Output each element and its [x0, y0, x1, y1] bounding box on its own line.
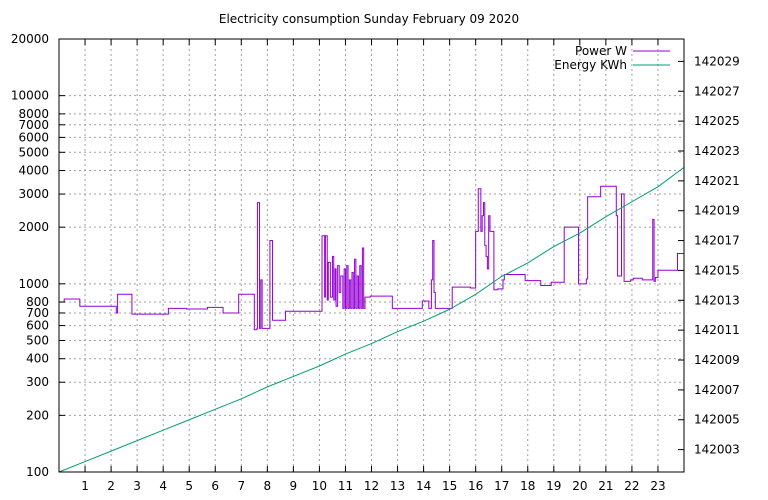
y2-tick-label: 142009 [694, 353, 740, 367]
x-tick-label: 14 [416, 479, 431, 493]
y2-tick-label: 142015 [694, 263, 740, 277]
x-tick-label: 2 [107, 479, 115, 493]
x-tick-label: 12 [364, 479, 379, 493]
x-tick-label: 10 [312, 479, 327, 493]
legend: Power W Energy KWh [554, 44, 670, 72]
x-tick-label: 21 [598, 479, 613, 493]
y-tick-label: 300 [26, 375, 49, 389]
legend-label-energy: Energy KWh [554, 58, 627, 72]
x-tick-label: 5 [185, 479, 193, 493]
y2-tick-label: 142019 [694, 204, 740, 218]
y-tick-label: 10000 [11, 89, 49, 103]
power-series-line [59, 185, 684, 331]
y-tick-label: 500 [26, 333, 49, 347]
x-tick-label: 23 [650, 479, 665, 493]
x-tick-label: 18 [520, 479, 535, 493]
y2-tick-label: 142017 [694, 234, 740, 248]
y-tick-label: 1000 [18, 277, 49, 291]
series-layer [58, 167, 685, 473]
x-tick-label: 20 [572, 479, 587, 493]
y2-tick-label: 142023 [694, 144, 740, 158]
x-tick-label: 3 [133, 479, 141, 493]
y-tick-label: 7000 [18, 118, 49, 132]
y2-tick-label: 142027 [694, 84, 740, 98]
y-tick-label: 800 [26, 295, 49, 309]
x-tick-label: 15 [442, 479, 457, 493]
y2-tick-label: 142007 [694, 383, 740, 397]
x-tick-label: 16 [468, 479, 483, 493]
y-tick-label: 6000 [18, 130, 49, 144]
y-tick-label: 400 [26, 352, 49, 366]
x-tick-label: 6 [211, 479, 219, 493]
x-tick-label: 11 [338, 479, 353, 493]
x-tick-label: 9 [290, 479, 298, 493]
y2-tick-label: 142029 [694, 54, 740, 68]
y-tick-label: 2000 [18, 220, 49, 234]
y-tick-label: 700 [26, 306, 49, 320]
x-tick-label: 4 [159, 479, 167, 493]
legend-label-power: Power W [575, 44, 627, 58]
chart-title: Electricity consumption Sunday February … [219, 12, 519, 26]
y-tick-label: 600 [26, 319, 49, 333]
y2-tick-label: 142003 [694, 443, 740, 457]
grid [59, 39, 684, 472]
x-tick-label: 1 [81, 479, 89, 493]
x-tick-label: 8 [264, 479, 272, 493]
y-tick-label: 100 [26, 465, 49, 479]
x-tick-label: 19 [546, 479, 561, 493]
x-tick-label: 7 [237, 479, 245, 493]
energy-series-line [58, 167, 685, 473]
y-tick-label: 8000 [18, 107, 49, 121]
y-tick-label: 20000 [11, 32, 49, 46]
y-tick-label: 5000 [18, 145, 49, 159]
y-tick-label: 200 [26, 408, 49, 422]
x-tick-label: 22 [624, 479, 639, 493]
y2-tick-label: 142025 [694, 114, 740, 128]
y-tick-label: 3000 [18, 187, 49, 201]
y-tick-label: 4000 [18, 164, 49, 178]
y2-tick-label: 142013 [694, 293, 740, 307]
y2-tick-label: 142021 [694, 174, 740, 188]
x-tick-label: 17 [494, 479, 509, 493]
axis-ticks: 1 2 3 4 5 6 7 8 9 10 11 12 13 14 15 16 17 18 19 20 21 22 23100… [11, 32, 740, 493]
y2-tick-label: 142011 [694, 323, 740, 337]
x-tick-label: 13 [390, 479, 405, 493]
y2-tick-label: 142005 [694, 413, 740, 427]
